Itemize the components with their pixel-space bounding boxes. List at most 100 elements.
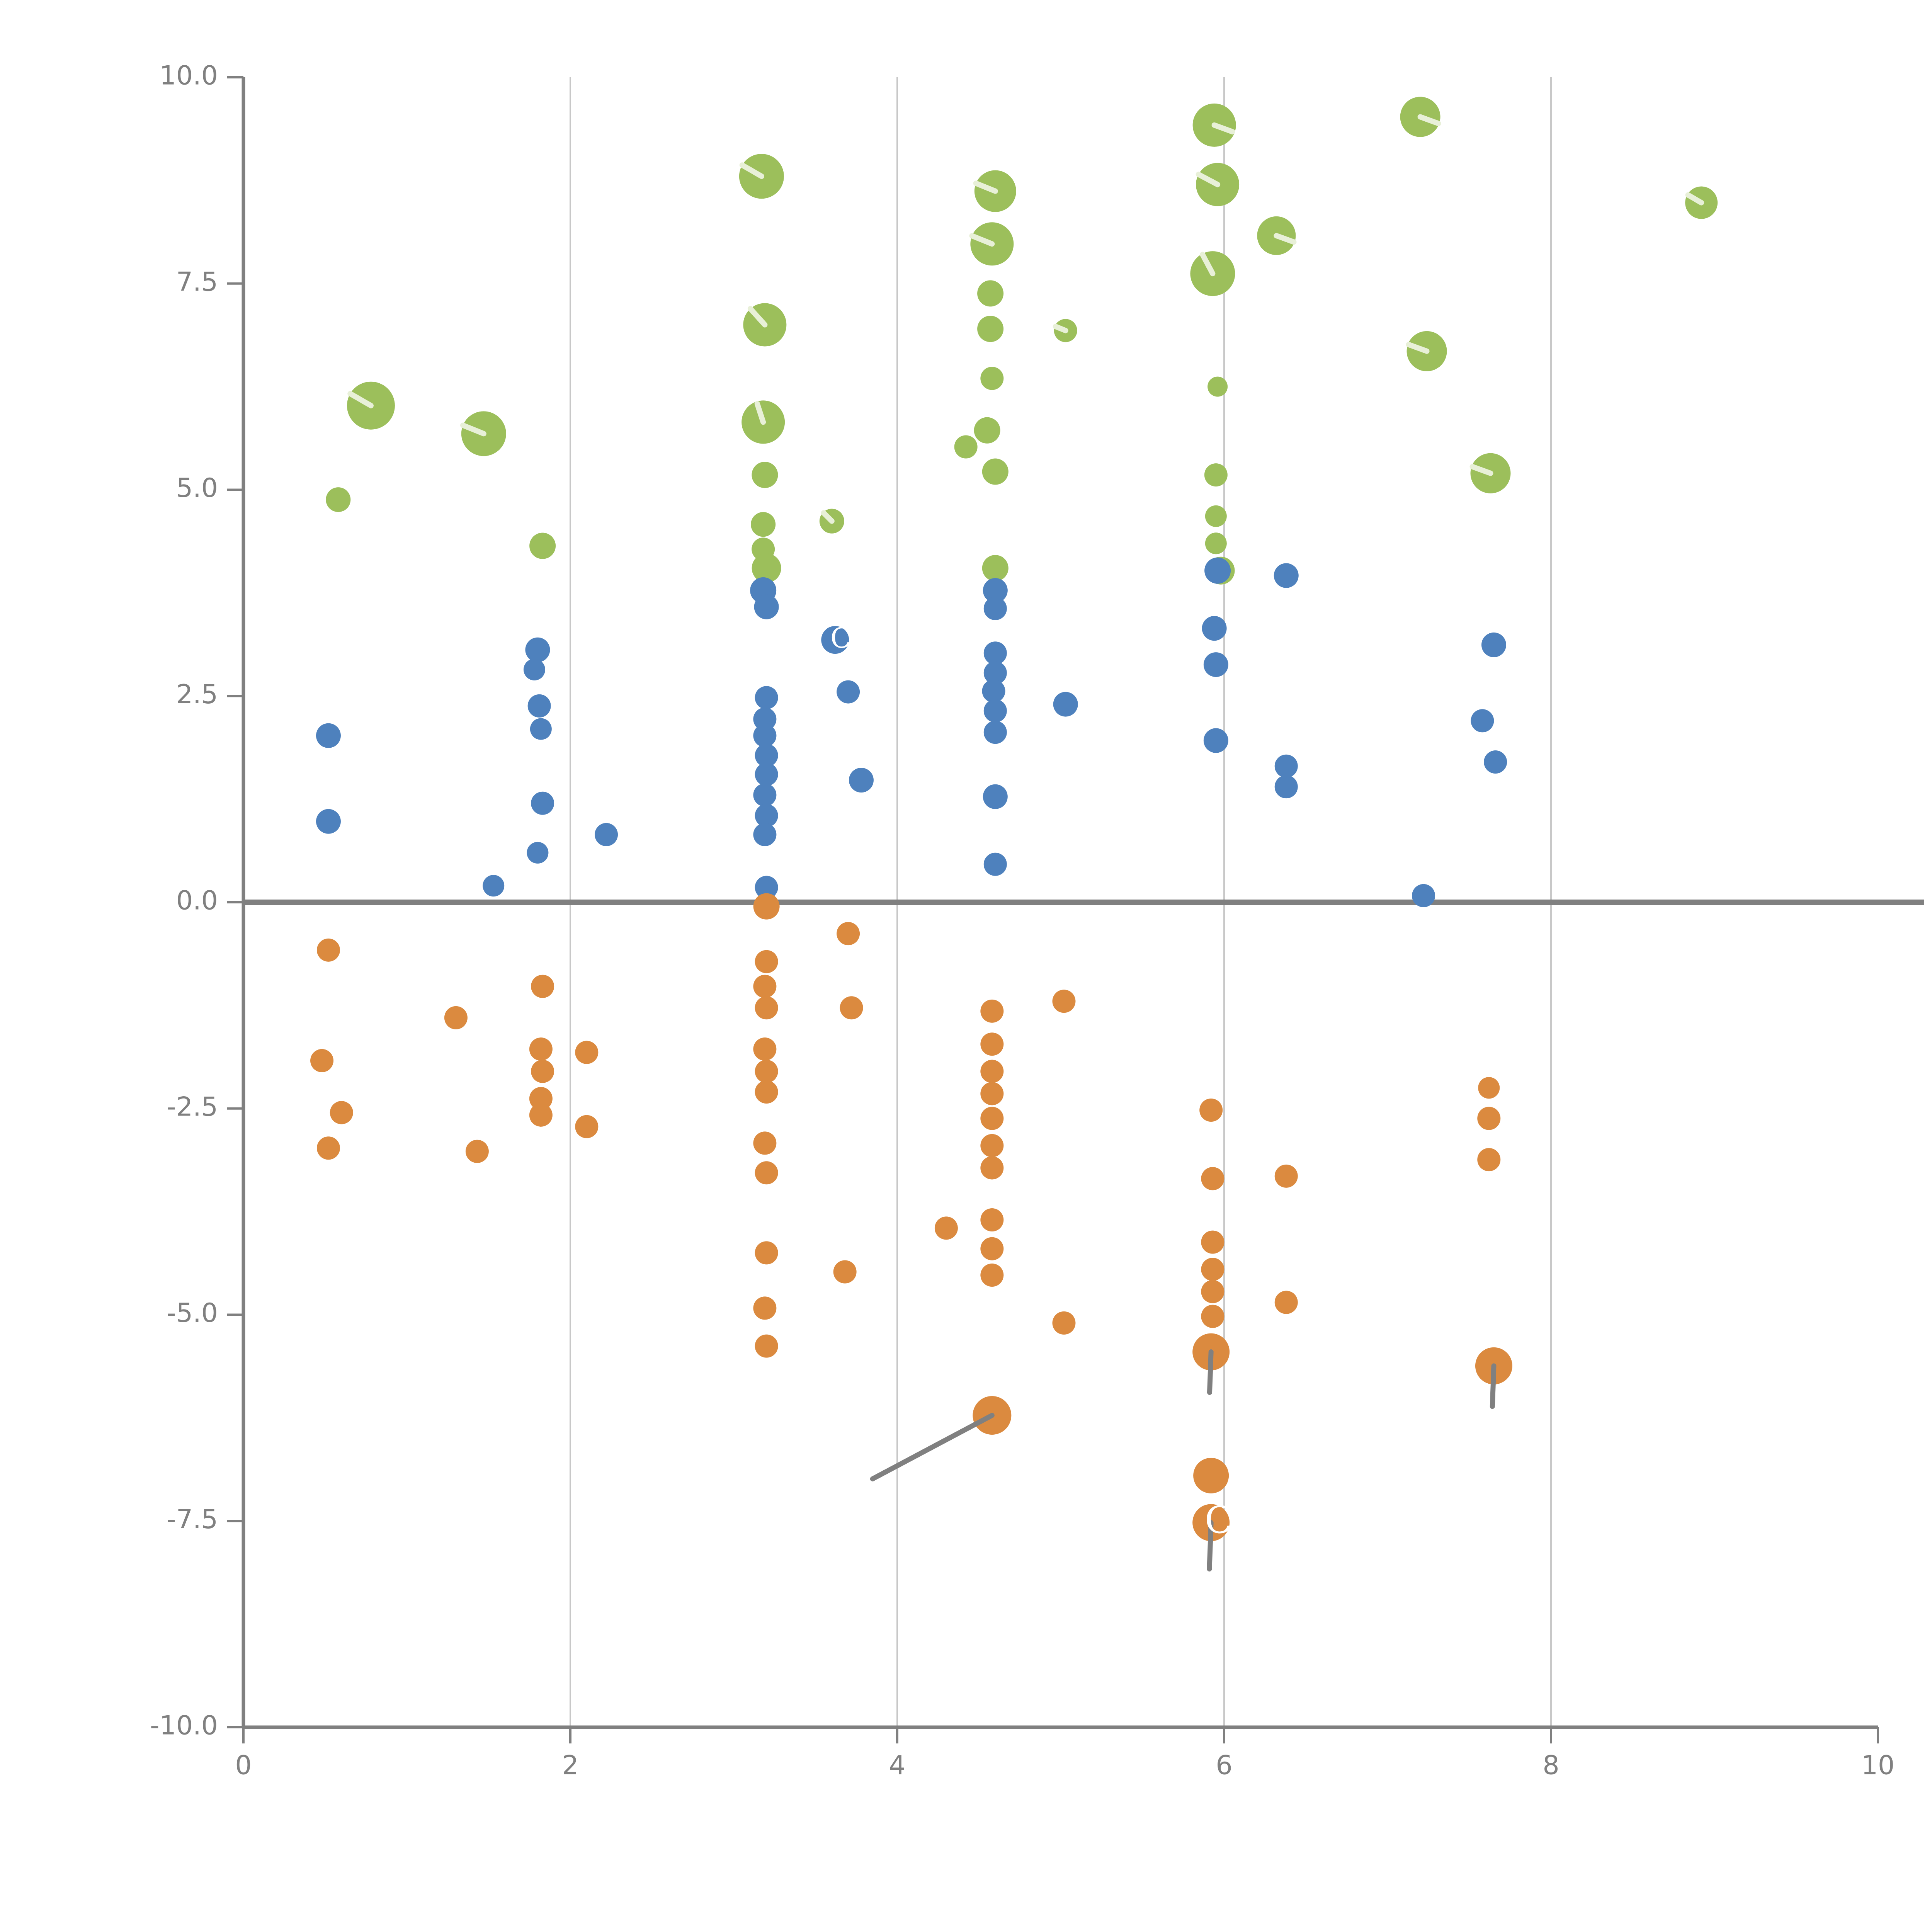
marker-orange — [833, 1260, 857, 1284]
marker-orange — [1201, 1304, 1225, 1328]
marker-blue — [849, 768, 874, 793]
marker-green — [326, 487, 351, 512]
marker-blue — [525, 637, 550, 662]
marker-orange — [980, 1134, 1004, 1157]
marker-orange — [1199, 1099, 1223, 1122]
marker-whisker-green — [1685, 192, 1704, 206]
marker-whisker-green — [1196, 172, 1221, 187]
marker-blue — [983, 699, 1007, 723]
marker-orange — [753, 1296, 777, 1320]
marker-orange — [840, 996, 863, 1020]
marker-blue — [983, 597, 1007, 620]
marker-blue — [755, 763, 778, 786]
marker-glyph-blue: C — [830, 622, 852, 654]
marker-orange — [529, 1087, 553, 1111]
marker-orange — [1201, 1280, 1225, 1303]
marker-orange — [837, 922, 860, 946]
marker-orange — [755, 950, 778, 973]
marker-orange — [980, 1208, 1004, 1231]
marker-blue — [983, 578, 1008, 603]
y-tick-label-0: -10.0 — [150, 1711, 218, 1741]
marker-orange — [755, 996, 778, 1020]
marker-blue — [1481, 632, 1506, 657]
marker-orange — [330, 1101, 353, 1124]
marker-blue — [837, 680, 860, 704]
marker-orange — [753, 1037, 777, 1061]
marker-blue — [595, 823, 618, 846]
marker-orange — [755, 1080, 778, 1104]
marker-orange — [980, 1156, 1004, 1180]
marker-green — [529, 532, 556, 559]
marker-green — [980, 367, 1004, 390]
series-green — [326, 97, 1718, 585]
marker-orange — [529, 1037, 553, 1061]
x-tick-label-5: 10 — [1861, 1750, 1895, 1781]
marker-blue — [982, 679, 1005, 703]
y-tick-label-2: -5.0 — [167, 1298, 218, 1328]
marker-whisker-green — [1406, 342, 1430, 354]
axis-ticks — [227, 76, 1879, 1743]
series-orange: C — [310, 893, 1512, 1571]
marker-orange — [575, 1041, 599, 1064]
marker-blue — [1484, 750, 1507, 774]
x-tick-label-4: 8 — [1543, 1750, 1559, 1781]
marker-orange — [1201, 1258, 1225, 1281]
marker-blue — [1274, 563, 1299, 588]
y-tick-label-5: 2.5 — [176, 679, 218, 710]
marker-orange — [529, 1103, 553, 1127]
marker-blue — [1203, 652, 1228, 677]
marker-green — [954, 435, 978, 459]
marker-blue — [983, 784, 1008, 809]
marker-orange — [1052, 1311, 1076, 1335]
marker-orange — [316, 1136, 340, 1160]
marker-orange — [1052, 990, 1076, 1013]
marker-orange — [755, 1161, 778, 1185]
y-tick-label-1: -7.5 — [167, 1504, 218, 1535]
marker-green — [752, 462, 778, 488]
marker-blue — [983, 641, 1007, 665]
marker-blue — [527, 842, 549, 864]
marker-orange — [310, 1049, 334, 1072]
marker-blue — [754, 594, 779, 619]
marker-green — [751, 512, 776, 537]
marker-green — [1204, 463, 1228, 487]
marker-blue — [755, 876, 778, 899]
marker-orange — [531, 975, 554, 998]
marker-whisker-green — [754, 401, 766, 425]
marker-orange — [1274, 1291, 1298, 1314]
y-tick-label-7: 7.5 — [176, 267, 218, 297]
marker-blue — [755, 686, 778, 709]
marker-blue — [523, 658, 545, 680]
marker-orange — [465, 1139, 489, 1163]
marker-orange — [980, 1237, 1004, 1260]
marker-green — [982, 555, 1009, 582]
x-tick-label-3: 6 — [1216, 1750, 1232, 1781]
y-tick-label-6: 5.0 — [176, 473, 218, 503]
marker-whisker-green — [1469, 464, 1493, 476]
marker-orange — [531, 1060, 554, 1083]
marker-blue — [1053, 692, 1078, 717]
marker-orange — [755, 1334, 778, 1358]
x-tick-label-2: 4 — [889, 1750, 905, 1781]
marker-blue — [753, 783, 777, 807]
marker-blue — [821, 626, 849, 654]
marker-green — [982, 458, 1009, 485]
marker-blue — [531, 791, 554, 815]
marker-blue — [1204, 557, 1231, 584]
marker-whisker-green — [1417, 114, 1441, 126]
marker-orange — [1478, 1077, 1500, 1099]
marker-orange — [755, 1241, 778, 1265]
marker-green — [1205, 532, 1227, 554]
axis-tick-labels: -10.0 -7.5 -5.0 -2.5 0.0 2.5 5.0 7.5 10.0 0 2 4 6 8 10 — [150, 61, 1895, 1781]
marker-green — [977, 280, 1004, 307]
marker-whisker-green — [973, 180, 998, 194]
marker-orange — [934, 1216, 958, 1240]
marker-orange — [755, 1060, 778, 1083]
marker-orange — [980, 1060, 1004, 1083]
marker-whisker-orange — [1490, 1363, 1497, 1409]
marker-blue — [1412, 884, 1435, 907]
x-tick-label-1: 2 — [562, 1750, 578, 1781]
marker-whisker-green — [1053, 323, 1068, 333]
data-markers: CC — [310, 97, 1718, 1571]
marker-orange — [980, 1107, 1004, 1130]
